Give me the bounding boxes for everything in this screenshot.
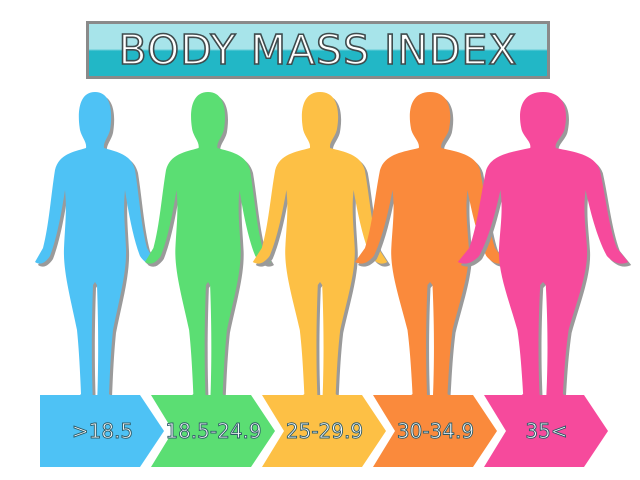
body-silhouette xyxy=(252,92,391,409)
bmi-range-tag: >18.5 xyxy=(40,395,165,467)
arrow-shape xyxy=(40,395,164,467)
body-silhouette xyxy=(145,92,274,409)
body-silhouette xyxy=(355,92,508,409)
body-silhouette xyxy=(35,92,158,409)
bmi-range-label: 18.5-24.9 xyxy=(165,419,262,444)
page-title: BODY MASS INDEX xyxy=(118,25,518,74)
bmi-range-label: 25-29.9 xyxy=(285,419,364,444)
bmi-range-label: >18.5 xyxy=(71,419,134,444)
bmi-range-label: 35< xyxy=(525,419,568,444)
silhouette-body xyxy=(252,92,388,406)
silhouette-body xyxy=(355,92,505,406)
bmi-range-label: 30-34.9 xyxy=(396,419,475,444)
arrow-shape xyxy=(262,395,386,467)
bmi-range-tag: 30-34.9 xyxy=(373,395,498,467)
body-silhouette xyxy=(457,92,632,409)
silhouette-body xyxy=(457,92,629,406)
silhouette-body xyxy=(145,92,271,406)
title-banner: BODY MASS INDEX xyxy=(86,21,550,79)
bmi-range-tag: 35< xyxy=(484,395,609,467)
bmi-range-tag: 25-29.9 xyxy=(262,395,387,467)
silhouette-body xyxy=(35,92,155,406)
arrow-shape xyxy=(484,395,608,467)
arrow-shape xyxy=(151,395,275,467)
arrow-shape xyxy=(373,395,497,467)
bmi-range-tag: 18.5-24.9 xyxy=(151,395,276,467)
